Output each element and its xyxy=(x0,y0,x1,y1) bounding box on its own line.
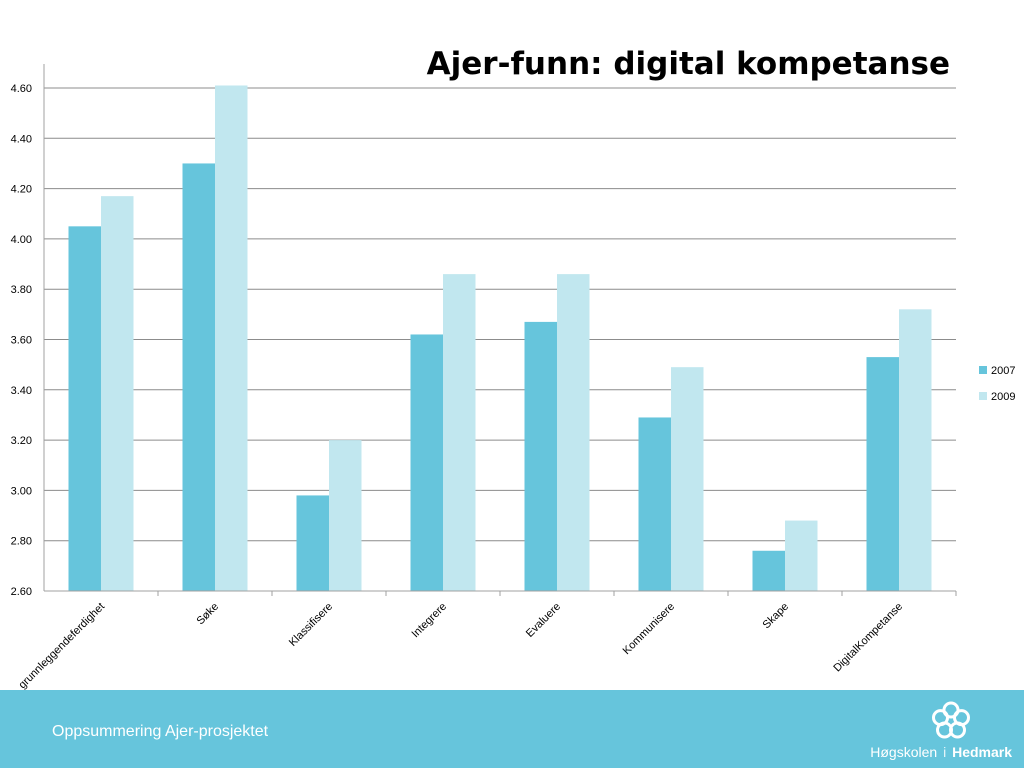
flower-logo-icon xyxy=(932,701,970,739)
x-category-label: DigitalKompetanse xyxy=(831,601,905,675)
x-category-label: Skape xyxy=(761,601,792,632)
x-category-label: Klassifisere xyxy=(287,601,335,649)
y-tick-label: 3.40 xyxy=(11,385,32,397)
y-tick-label: 4.60 xyxy=(11,83,32,95)
x-category-label: Integrere xyxy=(410,601,450,641)
bar-2009-6 xyxy=(671,367,704,591)
bar-2007-5 xyxy=(524,321,557,591)
bar-2009-8 xyxy=(899,309,932,591)
bar-2007-4 xyxy=(410,334,443,591)
y-tick-label: 3.00 xyxy=(11,485,32,497)
logo-name-light: Høgskolen xyxy=(870,744,938,760)
bar-2007-8 xyxy=(866,357,899,591)
logo-wordmark: Høgskolen i Hedmark xyxy=(870,744,1012,760)
legend-swatch-2007 xyxy=(979,366,987,374)
bar-2007-1 xyxy=(68,226,101,591)
y-tick-label: 4.40 xyxy=(11,133,32,145)
x-category-label: Evaluere xyxy=(524,601,563,640)
logo-separator: i xyxy=(943,744,947,760)
y-tick-label: 2.80 xyxy=(11,536,32,548)
bar-2009-3 xyxy=(329,440,362,591)
gridlines xyxy=(44,87,956,542)
bar-2009-7 xyxy=(785,520,818,591)
footer-band: Oppsummering Ajer-prosjektet Høgskolen i… xyxy=(0,690,1024,768)
legend-swatch-2009 xyxy=(979,392,987,400)
bar-chart: 2.60 2.80 3.00 3.20 3.40 3.60 3.80 4.00 4.20 4.40… xyxy=(11,64,1015,690)
y-tick-label: 4.00 xyxy=(11,234,32,246)
y-tick-label: 4.20 xyxy=(11,184,32,196)
slide-title: Ajer-funn: digital kompetanse xyxy=(426,46,950,82)
y-tick-label: 3.60 xyxy=(11,335,32,347)
bar-2007-6 xyxy=(638,417,671,591)
logo-name-bold: Hedmark xyxy=(952,744,1012,760)
x-category-label: grunnleggendeferdighet xyxy=(16,601,107,690)
footer-text: Oppsummering Ajer-prosjektet xyxy=(52,723,269,740)
bar-2009-5 xyxy=(557,274,590,591)
x-category-label: Søke xyxy=(194,601,221,628)
bar-2009-1 xyxy=(101,196,134,591)
legend: 2007 2009 xyxy=(979,365,1015,403)
legend-label-2007: 2007 xyxy=(991,365,1015,377)
y-tick-label: 3.80 xyxy=(11,284,32,296)
bar-2007-2 xyxy=(182,163,215,591)
bar-2007-3 xyxy=(296,495,329,591)
x-category-label: Kommunisere xyxy=(621,601,677,657)
y-tick-label: 3.20 xyxy=(11,435,32,447)
bars xyxy=(68,85,932,592)
bar-2009-4 xyxy=(443,274,476,591)
bar-2009-2 xyxy=(215,85,248,592)
bar-2007-7 xyxy=(752,550,785,591)
legend-label-2009: 2009 xyxy=(991,391,1015,403)
axes: 2.60 2.80 3.00 3.20 3.40 3.60 3.80 4.00 4.20 4.40… xyxy=(11,64,957,690)
y-tick-label: 2.60 xyxy=(11,586,32,598)
